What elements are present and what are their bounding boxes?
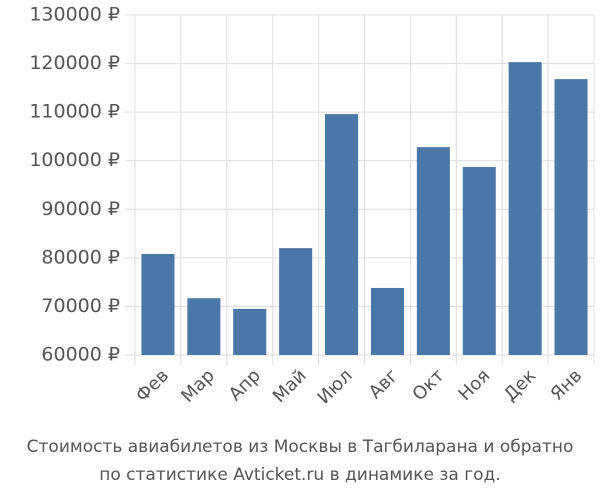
x-tick-label: Фев [132, 365, 173, 406]
y-tick-label: 120000 ₽ [29, 52, 120, 74]
x-tick-label: Дек [500, 365, 540, 405]
chart-title: Стоимость авиабилетов из Москвы в Тагбил… [27, 437, 574, 457]
y-tick-label: 110000 ₽ [29, 101, 120, 123]
bar [370, 287, 404, 355]
y-tick-label: 60000 ₽ [41, 344, 120, 366]
bar [279, 248, 313, 355]
x-tick-label: Окт [408, 365, 448, 405]
y-tick-label: 80000 ₽ [41, 246, 120, 268]
bar [325, 114, 359, 355]
x-tick-label: Мар [177, 365, 219, 407]
x-tick-label: Авг [365, 365, 403, 403]
bar [233, 308, 267, 355]
bar [554, 79, 588, 355]
x-tick-label: Ноя [454, 365, 494, 405]
x-tick-label: Июл [313, 365, 356, 408]
bar [508, 62, 542, 355]
y-tick-label: 70000 ₽ [41, 295, 120, 317]
y-tick-label: 100000 ₽ [29, 149, 120, 171]
chart-subtitle: по статистике Avticket.ru в динамике за … [99, 465, 500, 485]
bar [141, 253, 175, 355]
bar [416, 147, 450, 355]
bar [462, 167, 496, 355]
x-tick-label: Май [269, 365, 311, 407]
y-tick-label: 90000 ₽ [41, 198, 120, 220]
x-tick-label: Апр [225, 365, 265, 405]
x-tick-label: Янв [547, 365, 587, 405]
bar [187, 298, 221, 355]
y-tick-label: 130000 ₽ [29, 4, 120, 26]
